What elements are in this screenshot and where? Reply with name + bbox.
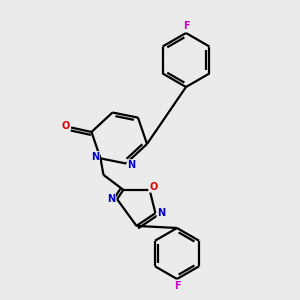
Text: N: N [127,160,136,170]
Text: F: F [174,280,180,291]
Text: F: F [183,21,189,32]
Text: N: N [107,194,115,204]
Text: O: O [61,121,70,131]
Text: N: N [91,152,99,162]
Text: N: N [158,208,166,218]
Text: O: O [149,182,157,192]
